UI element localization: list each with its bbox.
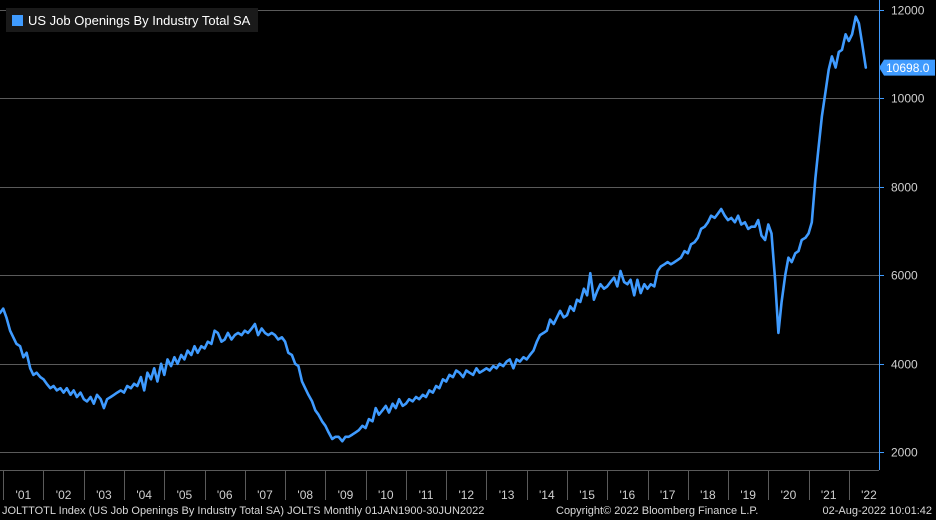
last-value-tag [879, 59, 935, 76]
chart-legend: US Job Openings By Industry Total SA [6, 8, 259, 32]
x-tick-label: '17 [660, 488, 676, 502]
x-tick-label: '11 [419, 488, 434, 502]
x-tick-label: '06 [217, 488, 233, 502]
legend-label: US Job Openings By Industry Total SA [28, 12, 251, 28]
x-tick-label: '20 [781, 488, 797, 502]
y-tick-label: 6000 [891, 269, 918, 283]
y-tick-label: 10000 [891, 92, 925, 106]
x-tick-label: '22 [861, 488, 877, 502]
y-tick-label: 8000 [891, 181, 918, 195]
x-tick-label: '05 [177, 488, 193, 502]
y-tick-label: 2000 [891, 446, 918, 460]
footer-timestamp-text: 02-Aug-2022 10:01:42 [822, 505, 932, 517]
x-tick-label: '08 [297, 488, 313, 502]
x-tick-label: '04 [136, 488, 152, 502]
x-tick-label: '02 [56, 488, 72, 502]
chart-footer: JOLTTOTL Index (US Job Openings By Indus… [0, 502, 936, 520]
x-tick-label: '03 [96, 488, 112, 502]
x-tick-label: '18 [700, 488, 716, 502]
legend-swatch [12, 14, 23, 26]
x-tick-label: '13 [499, 488, 515, 502]
x-tick-label: '07 [257, 488, 273, 502]
x-tick-label: '21 [821, 488, 837, 502]
line-chart: 2000 4000 6000 8000 10000 12000 '01 '02 '03 '04 '0… [0, 0, 935, 502]
footer-source-text: JOLTTOTL Index (US Job Openings By Indus… [2, 505, 485, 517]
last-value-label: 10698.0 [886, 61, 930, 75]
footer-copyright-text: Copyright© 2022 Bloomberg Finance L.P. [556, 505, 759, 517]
x-tick-label: '12 [458, 488, 474, 502]
x-tick-label: '14 [539, 488, 555, 502]
series-line [0, 15, 868, 443]
x-tick-label: '09 [338, 488, 354, 502]
x-tick-label: '19 [740, 488, 756, 502]
y-tick-label: 4000 [891, 358, 918, 372]
x-tick-label: '10 [378, 488, 394, 502]
x-tick-label: '16 [620, 488, 636, 502]
x-tick-label: '01 [16, 488, 32, 502]
x-tick-label: '15 [579, 488, 595, 502]
y-tick-label: 12000 [891, 4, 925, 18]
